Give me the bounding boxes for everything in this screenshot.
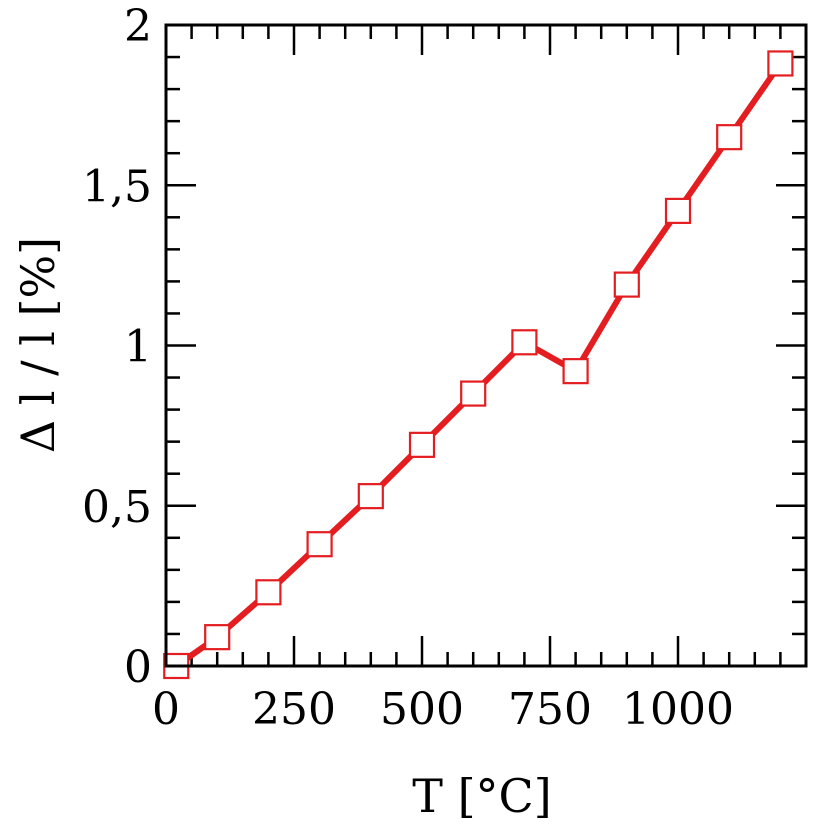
data-point bbox=[204, 624, 231, 651]
x-axis-label: T [°C] bbox=[412, 769, 551, 823]
data-point bbox=[255, 579, 282, 606]
plot-frame bbox=[164, 23, 808, 668]
data-point bbox=[664, 197, 692, 224]
data-point bbox=[511, 329, 538, 356]
data-point bbox=[306, 531, 333, 558]
x-tick-label: 500 bbox=[380, 684, 464, 735]
x-tick-label: 0 bbox=[152, 684, 180, 735]
y-tick-label: 0,5 bbox=[82, 482, 152, 533]
tick-labels: 0 250 500 750 1000 0 0,5 1 1,5 2 bbox=[82, 1, 734, 735]
data-point bbox=[562, 358, 589, 385]
x-tick-label: 250 bbox=[252, 684, 336, 735]
y-axis-label: Δ l / l [%] bbox=[11, 237, 65, 453]
data-point bbox=[767, 50, 794, 77]
axis-ticks bbox=[164, 23, 808, 668]
data-point bbox=[716, 124, 743, 151]
y-tick-label: 1 bbox=[124, 322, 152, 373]
x-tick-label: 1000 bbox=[622, 684, 734, 735]
y-tick-label: 2 bbox=[124, 1, 152, 52]
data-point bbox=[408, 431, 436, 458]
y-tick-label: 1,5 bbox=[82, 161, 152, 212]
data-point bbox=[357, 483, 384, 510]
series-line bbox=[174, 61, 783, 669]
series bbox=[163, 50, 794, 680]
y-tick-label: 0 bbox=[124, 642, 152, 693]
data-point bbox=[613, 271, 640, 298]
data-point bbox=[460, 380, 487, 407]
x-tick-label: 750 bbox=[508, 684, 592, 735]
